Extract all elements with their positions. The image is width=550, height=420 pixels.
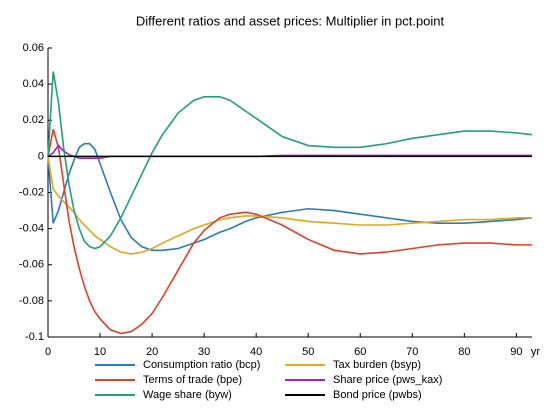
legend-label: Wage share (byw) [143, 389, 232, 401]
y-tick-label: 0 [38, 150, 44, 162]
y-tick-label: 0.02 [23, 114, 44, 126]
series-line [47, 129, 532, 335]
legend-label: Tax burden (bsyp) [333, 359, 421, 371]
series-line [47, 71, 533, 250]
legend-label: Terms of trade (bpe) [143, 374, 242, 386]
y-tick-label: -0.06 [19, 259, 44, 271]
series-line [47, 156, 532, 255]
legend-label: Share price (pws_kax) [333, 374, 442, 386]
x-tick-label: 20 [146, 346, 158, 358]
x-tick-label: 80 [458, 346, 470, 358]
y-tick-label: -0.08 [19, 295, 44, 307]
y-tick-label: -0.02 [19, 186, 44, 198]
y-tick-label: -0.1 [25, 331, 44, 343]
x-tick-label: 60 [354, 346, 366, 358]
legend-label: Consumption ratio (bcp) [143, 359, 260, 371]
y-tick-label: 0.04 [23, 78, 44, 90]
chart-title: Different ratios and asset prices: Multi… [136, 13, 445, 28]
y-tick-label: 0.06 [23, 42, 44, 54]
legend-label: Bond price (pwbs) [333, 389, 422, 401]
x-axis-label: yr [531, 346, 541, 358]
x-tick-label: 70 [406, 346, 418, 358]
y-tick-label: -0.04 [19, 223, 44, 235]
series-line [47, 142, 533, 252]
x-tick-label: 10 [94, 346, 106, 358]
x-tick-label: 30 [198, 346, 210, 358]
x-tick-label: 90 [510, 346, 522, 358]
x-tick-label: 40 [250, 346, 262, 358]
x-tick-label: 50 [302, 346, 314, 358]
x-tick-label: 0 [45, 346, 51, 358]
